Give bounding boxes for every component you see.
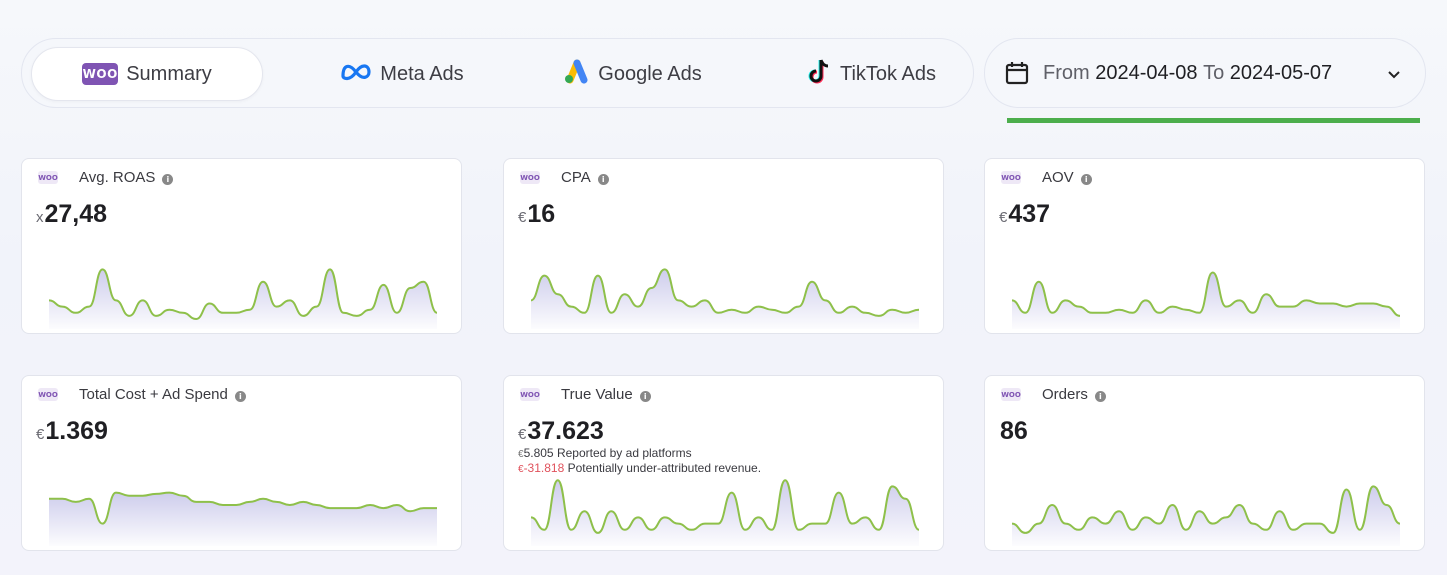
tab-google-ads[interactable]: Google Ads: [532, 47, 732, 101]
value-prefix: x: [36, 209, 44, 226]
sparkline-area: [531, 480, 919, 546]
sparkline-area: [49, 269, 437, 329]
sparkline: [530, 479, 920, 546]
card-value: 37.623: [527, 417, 604, 445]
under-attributed-revenue: €-31.818 Potentially under-attributed re…: [518, 461, 762, 475]
tab-meta-ads[interactable]: Meta Ads: [302, 47, 502, 101]
date-range-underline: [1007, 118, 1420, 123]
tab-label: Meta Ads: [380, 62, 464, 85]
sparkline: [530, 268, 920, 329]
sparkline: [49, 491, 437, 546]
card-title: Total Cost + Ad Spend: [79, 386, 228, 403]
card-value: 437: [1008, 200, 1051, 228]
value-prefix: €: [36, 426, 45, 443]
date-range-picker[interactable]: From 2024-04-08 To 2024-05-07: [984, 38, 1426, 108]
sparkline-line: [49, 491, 437, 525]
from-date: 2024-04-08: [1095, 61, 1198, 84]
sparkline-area: [531, 269, 919, 329]
tab-summary[interactable]: WOO Summary: [31, 47, 263, 101]
info-icon[interactable]: i: [234, 391, 246, 402]
metric-card-orders: WOO Orders i 86: [984, 375, 1425, 551]
sparkline-area: [49, 492, 437, 546]
woocommerce-icon: WOO: [38, 171, 58, 184]
card-value: 27,48: [44, 200, 108, 228]
value-prefix: €: [518, 209, 527, 226]
value-prefix: €: [999, 209, 1008, 226]
sparkline-line: [530, 479, 920, 534]
tiktok-icon: [808, 57, 832, 91]
sparkline: [48, 268, 438, 329]
card-title: True Value: [561, 386, 633, 403]
tab-label: Summary: [126, 62, 212, 85]
to-label: To: [1203, 61, 1225, 84]
woocommerce-icon: WOO: [1001, 388, 1021, 401]
sparkline-line: [48, 268, 438, 321]
woocommerce-icon: WOO: [520, 171, 540, 184]
card-title: AOV: [1042, 169, 1074, 186]
tab-tiktok-ads[interactable]: TikTok Ads: [772, 47, 972, 101]
to-date: 2024-05-07: [1229, 61, 1333, 84]
reported-by-ad-platforms: €5.805 Reported by ad platforms: [518, 446, 692, 460]
tab-label: TikTok Ads: [840, 62, 936, 85]
sparkline-line: [1011, 271, 1401, 317]
meta-icon: [340, 61, 372, 87]
tab-label: Google Ads: [598, 62, 702, 85]
card-value: 1.369: [45, 417, 108, 445]
metric-card-total-cost: WOO Total Cost + Ad Spend i €1.369: [21, 375, 462, 551]
sparkline-line: [530, 268, 920, 317]
google-ads-icon: [562, 58, 590, 90]
sparkline-line: [1011, 485, 1401, 534]
value-prefix: €: [518, 426, 527, 443]
woocommerce-icon: WOO: [520, 388, 540, 401]
sparkline: [1011, 271, 1401, 329]
info-icon[interactable]: i: [1094, 391, 1106, 402]
metric-card-avg-roas: WOO Avg. ROAS i x27,48: [21, 158, 462, 334]
metric-card-true-value: WOO True Value i €37.623 €5.805 Reported b…: [503, 375, 944, 551]
card-title: CPA: [561, 169, 591, 186]
woocommerce-icon: WOO: [1001, 171, 1021, 184]
sparkline: [1011, 485, 1401, 546]
info-icon[interactable]: i: [639, 391, 651, 402]
card-value: 16: [527, 200, 556, 228]
info-icon[interactable]: i: [597, 174, 609, 185]
calendar-icon: [1005, 61, 1029, 85]
metric-card-aov: WOO AOV i €437: [984, 158, 1425, 334]
from-label: From: [1043, 61, 1090, 84]
card-value: 86: [1000, 417, 1028, 445]
sparkline-area: [1012, 272, 1400, 329]
sparkline-area: [1012, 486, 1400, 546]
info-icon[interactable]: i: [1080, 174, 1092, 185]
channel-tabs: WOO Summary Meta Ads Google Ads TikTok A…: [21, 38, 974, 108]
chevron-down-icon: [1387, 65, 1401, 88]
metric-card-cpa: WOO CPA i €16: [503, 158, 944, 334]
woocommerce-icon: WOO: [82, 63, 119, 85]
card-title: Orders: [1042, 386, 1088, 403]
card-title: Avg. ROAS: [79, 169, 156, 186]
woocommerce-icon: WOO: [38, 388, 58, 401]
info-icon[interactable]: i: [162, 174, 174, 185]
